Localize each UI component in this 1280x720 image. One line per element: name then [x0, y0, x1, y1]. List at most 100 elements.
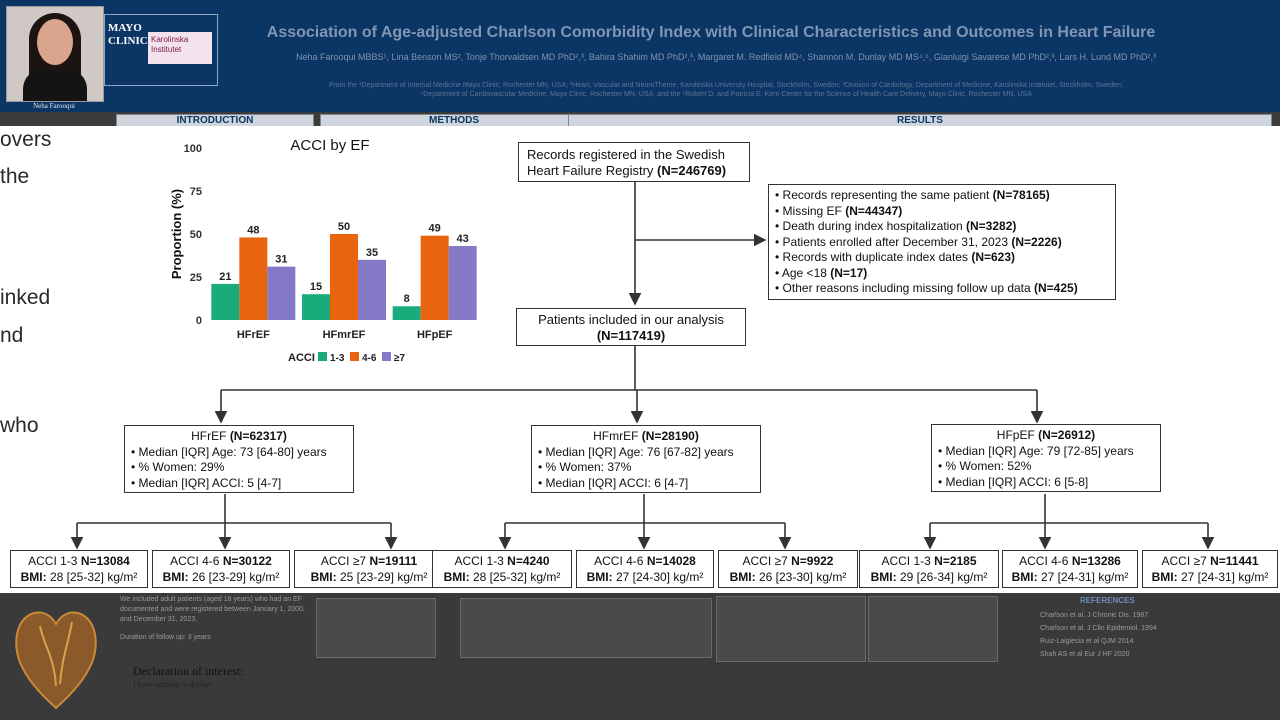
legend-swatch [382, 352, 391, 361]
subgroup-count: N=11441 [1210, 554, 1259, 568]
declaration-title: Declaration of interest: [133, 664, 244, 678]
flow-root-box: Records registered in the Swedish Heart … [518, 142, 750, 182]
references-list: Charlson et al. J Chronic Dis. 1987 Char… [1040, 609, 1240, 661]
exclusion-box: • Records representing the same patient … [768, 184, 1116, 300]
legend-swatch [318, 352, 327, 361]
legend-entry: 1-3 [330, 353, 345, 364]
bar-value-label: 50 [338, 221, 350, 233]
subgroup-label: ACCI 4-6 [594, 554, 647, 568]
bar [330, 234, 358, 320]
intro-text-fragment: who [0, 414, 39, 437]
x-category-label: HFrEF [237, 329, 270, 341]
root-line: Records registered in the Swedish [527, 147, 725, 162]
group-stat-line: • Median [IQR] Age: 79 [72-85] years [938, 443, 1134, 458]
group-stat-text: Median [IQR] Age: 73 [64-80] years [138, 444, 327, 459]
subgroup-count: N=14028 [646, 554, 696, 568]
legend-entry: 4-6 [362, 353, 377, 364]
group-stat-text: Median [IQR] Age: 79 [72-85] years [945, 443, 1134, 458]
bar [448, 246, 477, 320]
subgroup-count: N=9922 [791, 554, 834, 568]
subgroup-label: ACCI ≥7 [320, 554, 370, 568]
y-tick-label: 0 [196, 315, 202, 327]
exclusion-text: Other reasons including missing follow u… [782, 281, 1035, 295]
subgroup-label: ACCI ≥7 [742, 554, 792, 568]
group-stat-line: • Median [IQR] Age: 76 [67-82] years [538, 444, 734, 459]
group-name: HFmrEF [593, 429, 642, 443]
exclusion-item: • Patients enrolled after December 31, 2… [775, 234, 1062, 249]
included-count: (N=117419) [596, 328, 666, 343]
bar-value-label: 49 [429, 223, 441, 235]
group-stat-line: • % Women: 52% [938, 459, 1032, 473]
exclusion-count: (N=3282) [966, 219, 1017, 233]
group-stat-line: • % Women: 29% [131, 460, 225, 474]
group-box-hfmref: HFmrEF (N=28190) • Median [IQR] Age: 76 [… [531, 425, 761, 493]
exclusion-text: Records with duplicate index dates [782, 250, 972, 264]
exclusion-count: (N=78165) [992, 188, 1050, 202]
root-line: Heart Failure Registry [527, 163, 658, 178]
exclusion-item: • Records with duplicate index dates (N=… [775, 250, 1016, 264]
bar [358, 259, 386, 320]
group-name: HFrEF [191, 429, 230, 443]
exclusion-item: • Other reasons including missing follow… [775, 281, 1078, 295]
bar [239, 237, 268, 320]
subgroup-count: N=2185 [934, 554, 977, 568]
subgroup-box: ACCI ≥7 N=19111 BMI: 25 [23-29] kg/m² [294, 550, 444, 588]
subgroup-count: N=19111 [369, 554, 418, 568]
poster-affiliations: From the ¹Department of Internal Medicin… [226, 81, 1226, 99]
methods-bullets: We included adult patients (aged 18 year… [120, 595, 310, 643]
legend-swatch [350, 352, 359, 361]
bmi-label: BMI: [162, 570, 192, 584]
subgroup-label: ACCI 1-3 [28, 554, 81, 568]
group-box-hfpef: HFpEF (N=26912) • Median [IQR] Age: 79 [7… [931, 424, 1161, 492]
group-count: (N=28190) [641, 429, 699, 443]
bar-value-label: 31 [275, 254, 287, 266]
mayo-clinic-logo: MAYO CLINIC [108, 22, 148, 47]
bmi-label: BMI: [1011, 570, 1041, 584]
exclusion-count: (N=2226) [1011, 234, 1062, 249]
exclusion-item: • Age <18 (N=17) [775, 265, 868, 280]
exclusion-count: (N=44347) [845, 203, 903, 218]
survival-plot-thumbnail [716, 596, 866, 662]
poster-title: Association of Age-adjusted Charlson Com… [266, 24, 1156, 41]
subgroup-label: ACCI 4-6 [170, 554, 223, 568]
subgroup-label: ACCI 1-3 [881, 554, 935, 568]
subgroup-label: ACCI 4-6 [1019, 554, 1072, 568]
included-box: Patients included in our analysis (N=117… [516, 308, 746, 346]
subgroup-box: ACCI ≥7 N=9922 BMI: 26 [23-30] kg/m² [718, 550, 858, 588]
group-count: (N=62317) [229, 429, 287, 443]
bar [420, 235, 449, 320]
exclusion-count: (N=17) [830, 265, 868, 280]
subgroup-box: ACCI 4-6 N=30122 BMI: 26 [23-29] kg/m² [152, 550, 290, 588]
bmi-value: 27 [24-30] kg/m² [615, 570, 704, 584]
bar-value-label: 8 [404, 293, 410, 305]
bmi-value: 25 [23-29] kg/m² [339, 570, 428, 584]
heart-illustration-icon [15, 611, 97, 710]
bmi-label: BMI: [20, 570, 50, 584]
affiliation-line: From the ¹Department of Internal Medicin… [329, 82, 1123, 89]
subgroup-box: ACCI 1-3 N=4240 BMI: 28 [25-32] kg/m² [432, 550, 572, 588]
group-stat-text: Median [IQR] ACCI: 6 [4-7] [545, 475, 689, 490]
bar [392, 306, 421, 320]
bar-value-label: 15 [310, 281, 322, 293]
bmi-label: BMI: [870, 570, 900, 584]
bar-value-label: 48 [247, 224, 259, 236]
group-stat-text: % Women: 29% [138, 460, 225, 474]
subgroup-count: N=30122 [222, 554, 272, 568]
root-count: (N=246769) [657, 163, 727, 178]
references-title: REFERENCES [1080, 596, 1135, 605]
group-stat-text: Median [IQR] ACCI: 5 [4-7] [138, 475, 282, 490]
subgroup-count: N=13084 [80, 554, 130, 568]
subgroup-box: ACCI 1-3 N=13084 BMI: 28 [25-32] kg/m² [10, 550, 148, 588]
subgroup-box: ACCI 1-3 N=2185 BMI: 29 [26-34] kg/m² [859, 550, 999, 588]
logo-box [104, 14, 218, 86]
subgroup-box: ACCI 4-6 N=14028 BMI: 27 [24-30] kg/m² [576, 550, 714, 588]
bmi-label: BMI: [310, 570, 340, 584]
bar-value-label: 43 [457, 233, 469, 245]
bmi-value: 27 [24-31] kg/m² [1180, 570, 1269, 584]
group-name: HFpEF [996, 428, 1039, 442]
intro-text-fragment: inked [0, 286, 51, 309]
poster-authors: Neha Farooqui MBBS¹, Lina Benson MS², To… [296, 52, 1156, 62]
bmi-value: 26 [23-30] kg/m² [758, 570, 847, 584]
bmi-value: 28 [25-32] kg/m² [472, 570, 561, 584]
subgroup-box: ACCI ≥7 N=11441 BMI: 27 [24-31] kg/m² [1142, 550, 1278, 588]
